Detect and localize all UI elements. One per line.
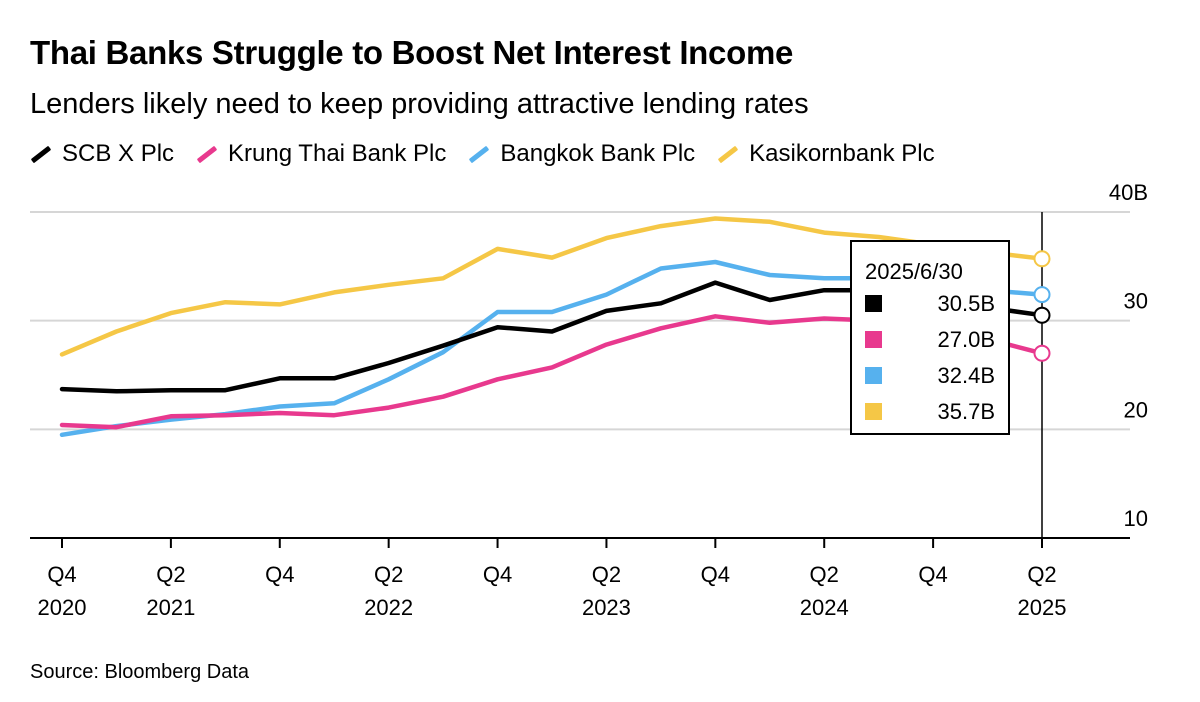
x-tick-quarter-0: Q4	[47, 562, 76, 587]
x-tick-quarter-8: Q4	[483, 562, 512, 587]
tooltip-swatch-2	[865, 367, 882, 384]
series-end-marker-bangkok-bank-plc	[1033, 286, 1051, 304]
legend: SCB X Plc Krung Thai Bank Plc Bangkok Ba…	[30, 140, 957, 168]
legend-item-bbl[interactable]: Bangkok Bank Plc	[468, 140, 695, 168]
y-tick-label-40: 40B	[1109, 180, 1148, 205]
legend-label-scb: SCB X Plc	[62, 140, 175, 167]
x-tick-year-6: 2022	[364, 595, 413, 620]
y-tick-label-20: 20	[1124, 397, 1148, 422]
tooltip-date: 2025/6/30	[865, 259, 963, 284]
tooltip-swatch-3	[865, 403, 882, 420]
x-tick-quarter-6: Q2	[374, 562, 403, 587]
legend-label-bbl: Bangkok Bank Plc	[500, 140, 696, 167]
legend-label-ktb: Krung Thai Bank Plc	[228, 140, 447, 167]
tooltip-value-1: 27.0B	[938, 327, 996, 352]
x-tick-year-2: 2021	[146, 595, 195, 620]
tooltip-swatch-1	[865, 331, 882, 348]
x-tick-year-18: 2025	[1018, 595, 1067, 620]
legend-item-scb[interactable]: SCB X Plc	[30, 140, 174, 168]
legend-label-kbank: Kasikornbank Plc	[749, 140, 935, 167]
x-tick-quarter-12: Q4	[701, 562, 730, 587]
x-tick-year-10: 2023	[582, 595, 631, 620]
x-tick-quarter-10: Q2	[592, 562, 621, 587]
series-end-marker-kasikornbank-plc	[1033, 250, 1051, 268]
source-note: Source: Bloomberg Data	[30, 661, 250, 683]
series-line-kasikornbank-plc	[59, 216, 1045, 357]
tooltip-value-3: 35.7B	[938, 399, 996, 424]
x-tick-quarter-2: Q2	[156, 562, 185, 587]
y-tick-label-30: 30	[1124, 289, 1148, 314]
legend-item-kbank[interactable]: Kasikornbank Plc	[717, 140, 935, 168]
tooltip-value-0: 30.5B	[938, 291, 996, 316]
x-tick-year-14: 2024	[800, 595, 849, 620]
y-tick-label-10: 10	[1124, 506, 1148, 531]
x-tick-year-0: 2020	[38, 595, 87, 620]
x-tick-quarter-18: Q2	[1027, 562, 1056, 587]
chart-title: Thai Banks Struggle to Boost Net Interes…	[30, 34, 794, 71]
x-tick-quarter-4: Q4	[265, 562, 294, 587]
series-end-marker-krung-thai-bank-plc	[1033, 344, 1051, 362]
legend-item-ktb[interactable]: Krung Thai Bank Plc	[196, 140, 446, 168]
x-tick-quarter-16: Q4	[918, 562, 947, 587]
x-tick-quarter-14: Q2	[810, 562, 839, 587]
chart-subtitle: Lenders likely need to keep providing at…	[30, 88, 809, 120]
series-end-marker-scb-x-plc	[1033, 306, 1051, 324]
tooltip-value-2: 32.4B	[938, 363, 996, 388]
tooltip-swatch-0	[865, 295, 882, 312]
